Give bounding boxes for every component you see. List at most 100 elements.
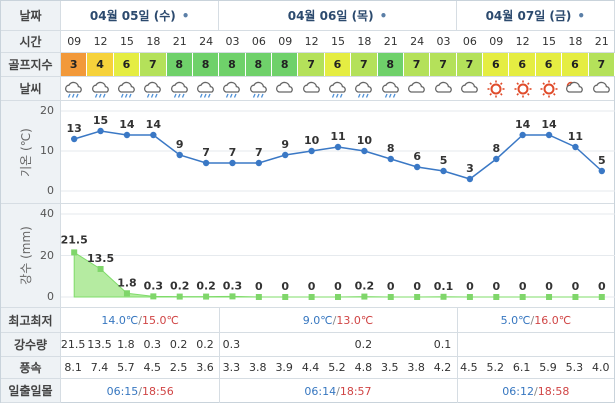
- precip-cell: [404, 333, 428, 356]
- temp-point: [334, 143, 342, 151]
- rain-value-label: 0: [492, 280, 500, 293]
- golf-index-cell: 7: [298, 53, 325, 76]
- day-divider: [219, 357, 221, 378]
- precip-cell: 21.5: [60, 338, 86, 351]
- rain-point: [572, 294, 579, 300]
- partly-cloudy-icon: [562, 77, 588, 100]
- rain-value-label: 0: [466, 280, 474, 293]
- precip-cell: [378, 333, 402, 356]
- hour-row: 09 12 15 18 21 24 03 06 09 12 15 18 21 24 03 06 09 12 15 18…: [61, 31, 614, 53]
- temp-point: [387, 155, 394, 163]
- wind-row: 8.1 7.4 5.7 4.5 2.5 3.6 3.3 3.8 3.9 4.4 5.2 4.8 3.5 3…: [61, 357, 614, 379]
- wind-cell: 5.2: [328, 361, 346, 374]
- rain-value-label: 0: [545, 280, 553, 293]
- day-header-2: 04월 06일 (목) •: [219, 1, 457, 30]
- temp-value-label: 7: [229, 146, 237, 159]
- cloudy-icon: [430, 77, 456, 100]
- slash-separator: /: [332, 313, 337, 327]
- temp-point: [466, 175, 474, 183]
- temperature-chart: 13 15 14 14 9 7 7 7 9 10 11 10 8 6 5 3 8 14 14 11 5: [61, 110, 615, 192]
- precip-cell: 0.3: [222, 338, 241, 351]
- precip-cell: 0.2: [196, 338, 214, 351]
- wind-cell: 3.8: [407, 361, 425, 374]
- wind-cell: 3.9: [275, 361, 293, 374]
- sunrise-sunset-cell: 06:14/18:57: [219, 379, 456, 403]
- hour-cell: 18: [357, 35, 372, 48]
- rain-icon: [114, 77, 140, 100]
- temp-point: [97, 127, 104, 135]
- golf-index-cell: 6: [535, 53, 563, 76]
- row-label-min-max: 최고최저: [1, 308, 61, 333]
- temp-value-label: 10: [304, 134, 320, 147]
- day-label: 04월 06일 (목): [287, 9, 374, 23]
- wind-cell: 2.5: [169, 361, 188, 374]
- precip-cell: [246, 333, 270, 356]
- min-max-row: 14.0℃/15.0℃ 9.0℃/13.0℃ 5.0℃/16.0℃: [61, 308, 614, 333]
- rain-value-label: 1.8: [117, 276, 137, 289]
- rain-value-label: 0: [281, 280, 289, 293]
- rain-icon: [351, 77, 377, 100]
- hour-cell: 03: [436, 35, 451, 48]
- rain-tick-label: 0: [47, 290, 54, 303]
- wind-cell: 6.1: [512, 361, 531, 374]
- rain-point: [414, 294, 421, 300]
- min-temp: 9.0℃: [302, 313, 333, 327]
- sun-icon: [483, 77, 509, 100]
- precip-cell: [589, 333, 613, 356]
- golf-index-cell: 7: [430, 53, 457, 76]
- golf-index-cell: 7: [456, 53, 484, 76]
- rain-tick-label: 40: [40, 207, 54, 220]
- precip-cell: [509, 333, 533, 356]
- day-dot-icon: •: [577, 8, 586, 23]
- precip-cell: [298, 333, 322, 356]
- day-label: 04월 05일 (수): [89, 9, 176, 23]
- day-divider: [456, 357, 458, 378]
- hour-cell: 06: [251, 35, 266, 48]
- temp-value-label: 9: [176, 138, 184, 151]
- temp-tick-label: 10: [40, 144, 54, 157]
- wind-cell: 4.5: [143, 361, 162, 374]
- max-temp: 15.0℃: [142, 313, 179, 327]
- day-divider: [456, 308, 458, 332]
- min-temp: 14.0℃: [101, 313, 139, 327]
- hour-cell: 24: [410, 35, 425, 48]
- slash-separator: /: [138, 384, 142, 398]
- rain-point: [440, 293, 447, 300]
- golf-index-cell: 8: [166, 53, 193, 76]
- rain-value-label: 0.2: [355, 280, 375, 293]
- day-divider: [219, 308, 221, 332]
- rain-icon: [167, 77, 193, 100]
- rain-value-label: 0.2: [196, 280, 216, 293]
- rain-point: [598, 294, 605, 300]
- temp-point: [440, 167, 447, 175]
- wind-cell: 5.9: [539, 361, 557, 374]
- golf-index-cell: 8: [192, 53, 220, 76]
- golf-index-cell: 6: [483, 53, 510, 76]
- temp-value-label: 9: [281, 138, 289, 151]
- cloudy-icon: [298, 77, 324, 100]
- rain-value-label: 0: [255, 280, 263, 293]
- golf-index-cell: 8: [219, 53, 246, 76]
- precip-cell: 13.5: [87, 338, 112, 351]
- rain-value-label: 13.5: [87, 252, 114, 265]
- day-label: 04월 07일 (금): [485, 9, 572, 23]
- sunset-time: 18:58: [537, 384, 570, 398]
- rain-icon: [61, 77, 87, 100]
- precip-cell: 0.1: [433, 338, 452, 351]
- rain-value-label: 0.3: [144, 279, 164, 292]
- day-divider: [219, 379, 221, 403]
- wind-cell: 5.3: [565, 361, 584, 374]
- hour-cell: 12: [304, 35, 319, 48]
- temp-value-label: 8: [492, 142, 500, 155]
- rain-point: [203, 293, 210, 300]
- temp-value-label: 11: [568, 130, 583, 143]
- row-label-wind: 풍속: [1, 357, 61, 379]
- rain-point: [282, 294, 289, 300]
- rain-axis-cell: 강수 (mm) 0 20 40: [1, 204, 61, 308]
- temp-value-label: 14: [515, 118, 531, 131]
- row-label-golf-index: 골프지수: [1, 53, 61, 77]
- golf-index-cell: 8: [377, 53, 404, 76]
- rain-value-label: 21.5: [61, 233, 88, 246]
- day-dot-icon: •: [379, 8, 388, 23]
